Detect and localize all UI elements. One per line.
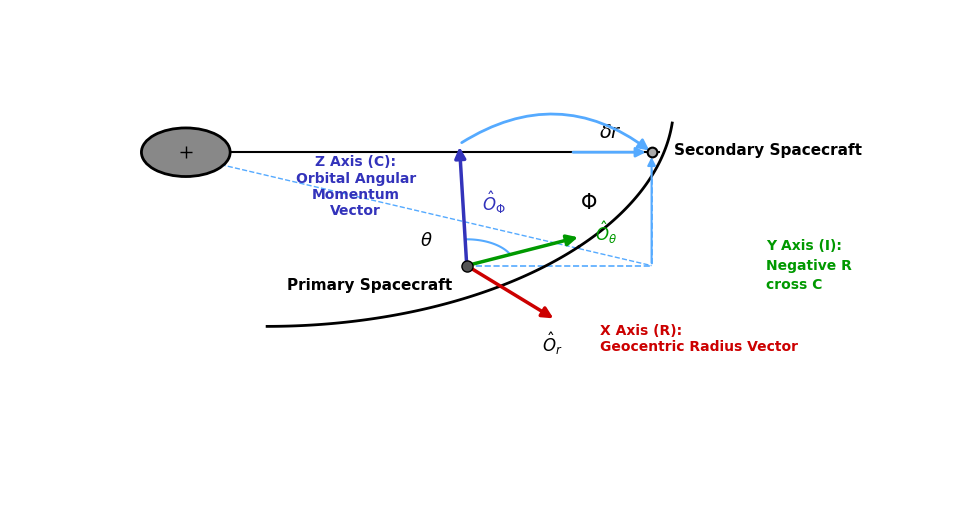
Text: $\Phi$: $\Phi$ <box>579 193 597 213</box>
Text: $\hat{O}_r$: $\hat{O}_r$ <box>541 330 562 357</box>
Text: $\hat{O}_\theta$: $\hat{O}_\theta$ <box>595 219 617 246</box>
Text: $\hat{O}_\Phi$: $\hat{O}_\Phi$ <box>481 189 505 216</box>
Text: $\delta r$: $\delta r$ <box>598 123 621 142</box>
FancyArrowPatch shape <box>461 114 646 149</box>
Text: X Axis (R):
Geocentric Radius Vector: X Axis (R): Geocentric Radius Vector <box>599 324 798 354</box>
Text: $\theta$: $\theta$ <box>419 232 432 250</box>
Text: Primary Spacecraft: Primary Spacecraft <box>287 278 452 293</box>
Text: Z Axis (C):
Orbital Angular
Momentum
Vector: Z Axis (C): Orbital Angular Momentum Vec… <box>295 155 416 218</box>
Text: Y Axis (I):
Negative R
cross C: Y Axis (I): Negative R cross C <box>765 239 851 292</box>
Circle shape <box>141 128 230 177</box>
Text: Secondary Spacecraft: Secondary Spacecraft <box>673 143 861 158</box>
